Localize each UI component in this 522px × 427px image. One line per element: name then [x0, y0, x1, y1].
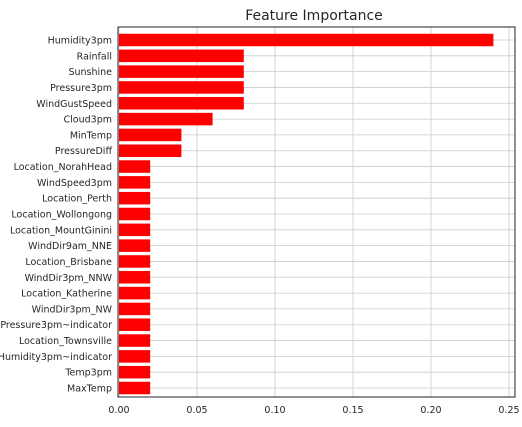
bar-winddir3pm-nw [119, 302, 151, 316]
bar-pressurediff [119, 144, 182, 157]
bar-location-katherine [119, 286, 151, 300]
y-tick-label: Location_Wollongong [11, 210, 112, 221]
y-tick-label: Rainfall [77, 51, 112, 62]
x-tick-label: 0.05 [186, 405, 207, 416]
y-tick-label: WindDir3pm_NW [32, 304, 113, 315]
y-tick-label: WindGustSpeed [36, 99, 112, 110]
y-tick-label: Pressure3pm~indicator [0, 320, 112, 331]
y-tick-label: Location_NorahHead [14, 162, 112, 173]
bar-pressure3pm-indicator [119, 318, 151, 331]
y-tick-label: MaxTemp [67, 384, 112, 395]
y-tick-label: Location_Townsville [19, 336, 112, 347]
bar-temp3pm [119, 365, 151, 379]
bar-maxtemp [119, 381, 151, 395]
y-tick-label: Location_Katherine [21, 289, 112, 300]
y-tick-labels: Humidity3pm Rainfall Sunshine Pressure3pm Wi… [0, 36, 113, 395]
y-tick-label: Humidity3pm~indicator [0, 352, 112, 363]
bar-pressure3pm [119, 81, 244, 94]
y-tick-label: Sunshine [68, 67, 112, 78]
bar-cloud3pm [119, 112, 213, 126]
y-tick-label: WindDir3pm_NNW [25, 273, 113, 284]
bar-winddir9am-nne [119, 239, 151, 252]
y-tick-label: PressureDiff [55, 146, 113, 157]
bar-winddir3pm-nnw [119, 271, 151, 284]
bar-location-norahhead [119, 160, 151, 173]
bar-location-brisbane [119, 255, 151, 268]
y-tick-label: Location_MountGinini [10, 225, 112, 236]
bar-location-wollongong [119, 207, 151, 221]
bar-humidity3pm [119, 33, 494, 47]
x-tick-label: 0.00 [108, 405, 129, 416]
bar-location-mountginini [119, 223, 151, 237]
x-tick-label: 0.25 [498, 405, 519, 416]
bar-layer [119, 33, 494, 395]
x-tick-label: 0.15 [342, 405, 363, 416]
y-tick-label: Pressure3pm [50, 83, 112, 94]
plot-frame [117, 26, 516, 398]
bar-sunshine [119, 65, 244, 78]
y-tick-label: Cloud3pm [64, 115, 112, 126]
y-tick-label: Location_Perth [42, 194, 112, 205]
y-tick-label: MinTemp [70, 130, 112, 141]
x-tick-label: 0.10 [264, 405, 285, 416]
bar-windgustspeed [119, 97, 244, 110]
y-tick-label: Location_Brisbane [25, 257, 112, 268]
y-tick-label: Humidity3pm [48, 36, 112, 47]
x-tick-label: 0.20 [420, 405, 441, 416]
bar-windspeed3pm [119, 176, 151, 189]
chart-title: Feature Importance [245, 8, 383, 24]
bar-mintemp [119, 128, 182, 142]
y-tick-label: WindDir9am_NNE [28, 241, 112, 252]
x-tick-labels: 0.00 0.05 0.10 0.15 0.20 0.25 [108, 405, 519, 416]
bar-humidity3pm-indicator [119, 350, 151, 363]
bar-location-perth [119, 191, 151, 205]
y-tick-label: WindSpeed3pm [37, 178, 112, 189]
y-tick-label: Temp3pm [64, 368, 112, 379]
bar-rainfall [119, 49, 244, 63]
bar-location-townsville [119, 334, 151, 347]
